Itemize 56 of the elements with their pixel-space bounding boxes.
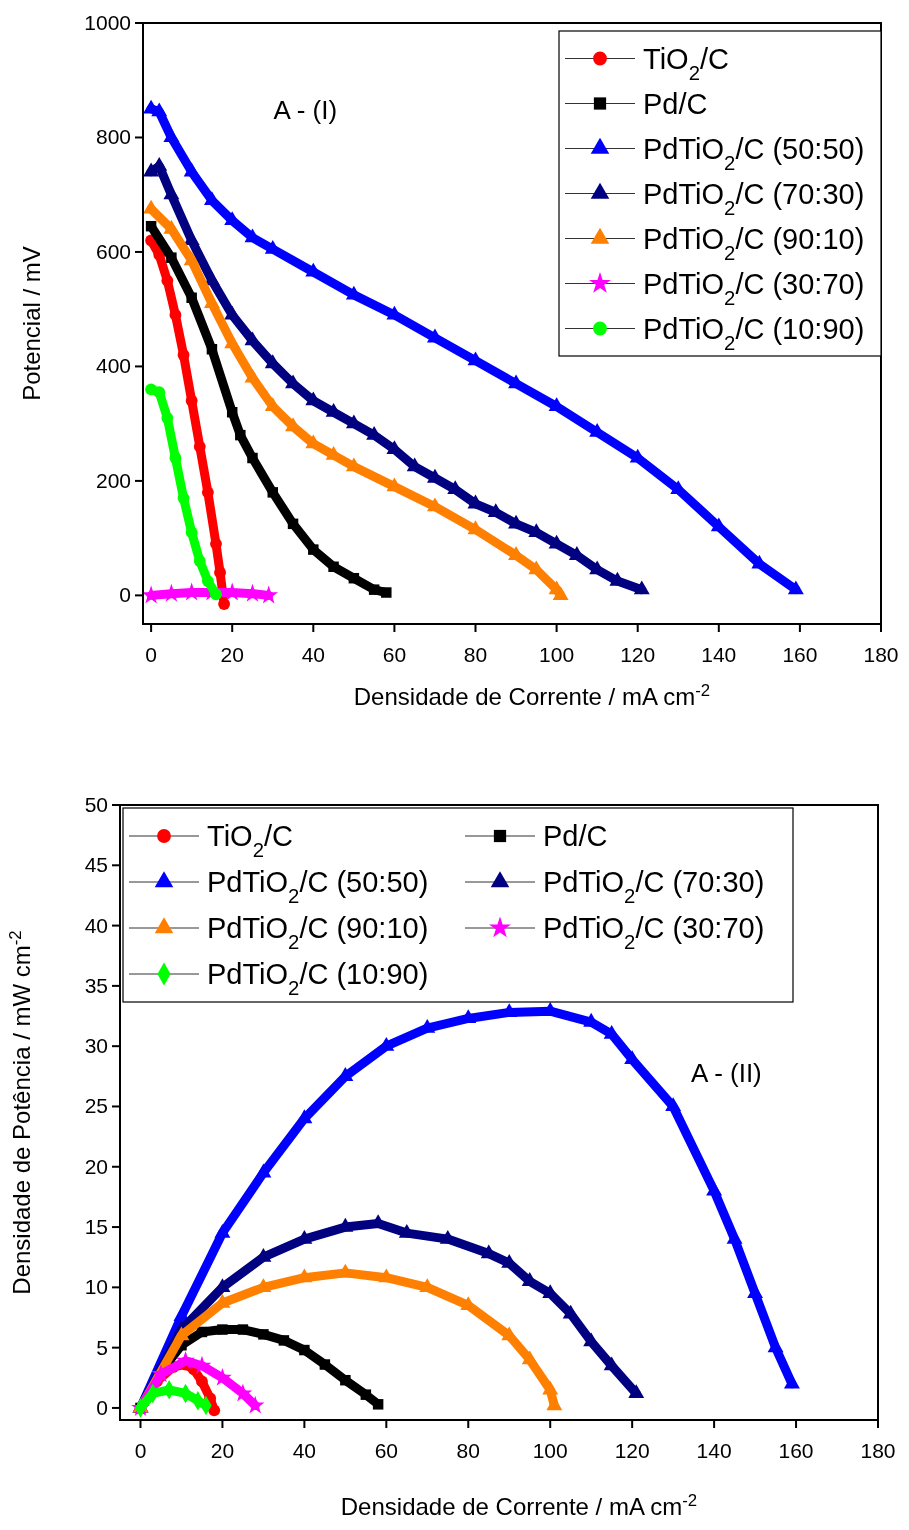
annotation: A - (II) bbox=[691, 1057, 762, 1088]
legend-label: TiO$_{2}$/C bbox=[643, 42, 729, 84]
y-tick-label: 1000 bbox=[84, 11, 131, 34]
x-axis-title: Densidade de Corrente / mA cm$^{-2}$ bbox=[340, 1490, 698, 1520]
legend-label: PdTiO$_{2}$/C (70:30) bbox=[643, 177, 865, 219]
legend-label: PdTiO$_{2}$/C (50:50) bbox=[643, 132, 865, 174]
y-tick-label: 30 bbox=[84, 1034, 108, 1058]
x-tick-label: 20 bbox=[210, 1439, 235, 1462]
y-tick-label: 15 bbox=[84, 1215, 108, 1239]
y-tick-label: 5 bbox=[96, 1335, 108, 1359]
y-tick-label: 50 bbox=[84, 793, 108, 816]
legend-label: PdTiO$_{2}$/C (50:50) bbox=[207, 866, 429, 907]
annotation: A - (I) bbox=[273, 95, 338, 126]
y-tick-label: 200 bbox=[95, 468, 131, 492]
y-tick-label: 10 bbox=[84, 1275, 108, 1299]
legend-label: PdTiO$_{2}$/C (90:10) bbox=[643, 222, 865, 264]
y-tick-label: 20 bbox=[84, 1154, 108, 1178]
x-tick-label: 0 bbox=[134, 1439, 147, 1462]
x-tick-label: 80 bbox=[456, 1439, 480, 1462]
x-tick-label: 100 bbox=[532, 1439, 568, 1462]
y-axis-title: Potencial / mV bbox=[18, 246, 45, 401]
x-tick-label: 180 bbox=[863, 643, 899, 666]
legend-label: PdTiO$_{2}$/C (10:90) bbox=[643, 312, 865, 354]
y-tick-label: 40 bbox=[84, 913, 108, 937]
legend-label: PdTiO$_{2}$/C (10:90) bbox=[207, 958, 429, 999]
y-tick-label: 800 bbox=[95, 125, 131, 149]
y-tick-label: 35 bbox=[84, 973, 108, 997]
x-tick-label: 40 bbox=[301, 643, 325, 666]
x-axis-title: Densidade de Corrente / mA cm$^{-2}$ bbox=[353, 680, 711, 710]
legend-label: PdTiO$_{2}$/C (30:70) bbox=[643, 267, 865, 309]
x-tick-label: 80 bbox=[463, 643, 488, 666]
y-tick-label: 45 bbox=[84, 853, 108, 877]
x-tick-label: 100 bbox=[539, 643, 575, 666]
y-tick-label: 0 bbox=[119, 583, 131, 607]
x-tick-label: 120 bbox=[620, 643, 656, 666]
y-tick-label: 0 bbox=[96, 1395, 108, 1419]
legend-label: PdTiO$_{2}$/C (90:10) bbox=[207, 912, 429, 953]
x-tick-label: 60 bbox=[374, 1439, 398, 1462]
x-tick-label: 160 bbox=[782, 643, 818, 666]
y-tick-label: 600 bbox=[95, 239, 131, 263]
y-tick-label: 25 bbox=[84, 1094, 108, 1118]
legend-label: PdTiO$_{2}$/C (30:70) bbox=[543, 912, 765, 953]
x-tick-label: 60 bbox=[382, 643, 407, 666]
x-tick-label: 0 bbox=[145, 643, 157, 666]
x-tick-label: 180 bbox=[860, 1439, 896, 1462]
x-tick-label: 140 bbox=[696, 1439, 732, 1462]
y-tick-label: 400 bbox=[95, 354, 131, 378]
legend-label: Pd/C bbox=[643, 87, 708, 120]
legend-label: Pd/C bbox=[543, 820, 608, 852]
x-tick-label: 120 bbox=[614, 1439, 650, 1462]
x-tick-label: 40 bbox=[292, 1439, 317, 1462]
legend-label: TiO$_{2}$/C bbox=[207, 820, 293, 861]
legend-label: PdTiO$_{2}$/C (70:30) bbox=[543, 866, 765, 907]
x-tick-label: 140 bbox=[701, 643, 737, 666]
x-tick-label: 20 bbox=[220, 643, 244, 666]
x-tick-label: 160 bbox=[778, 1439, 814, 1462]
